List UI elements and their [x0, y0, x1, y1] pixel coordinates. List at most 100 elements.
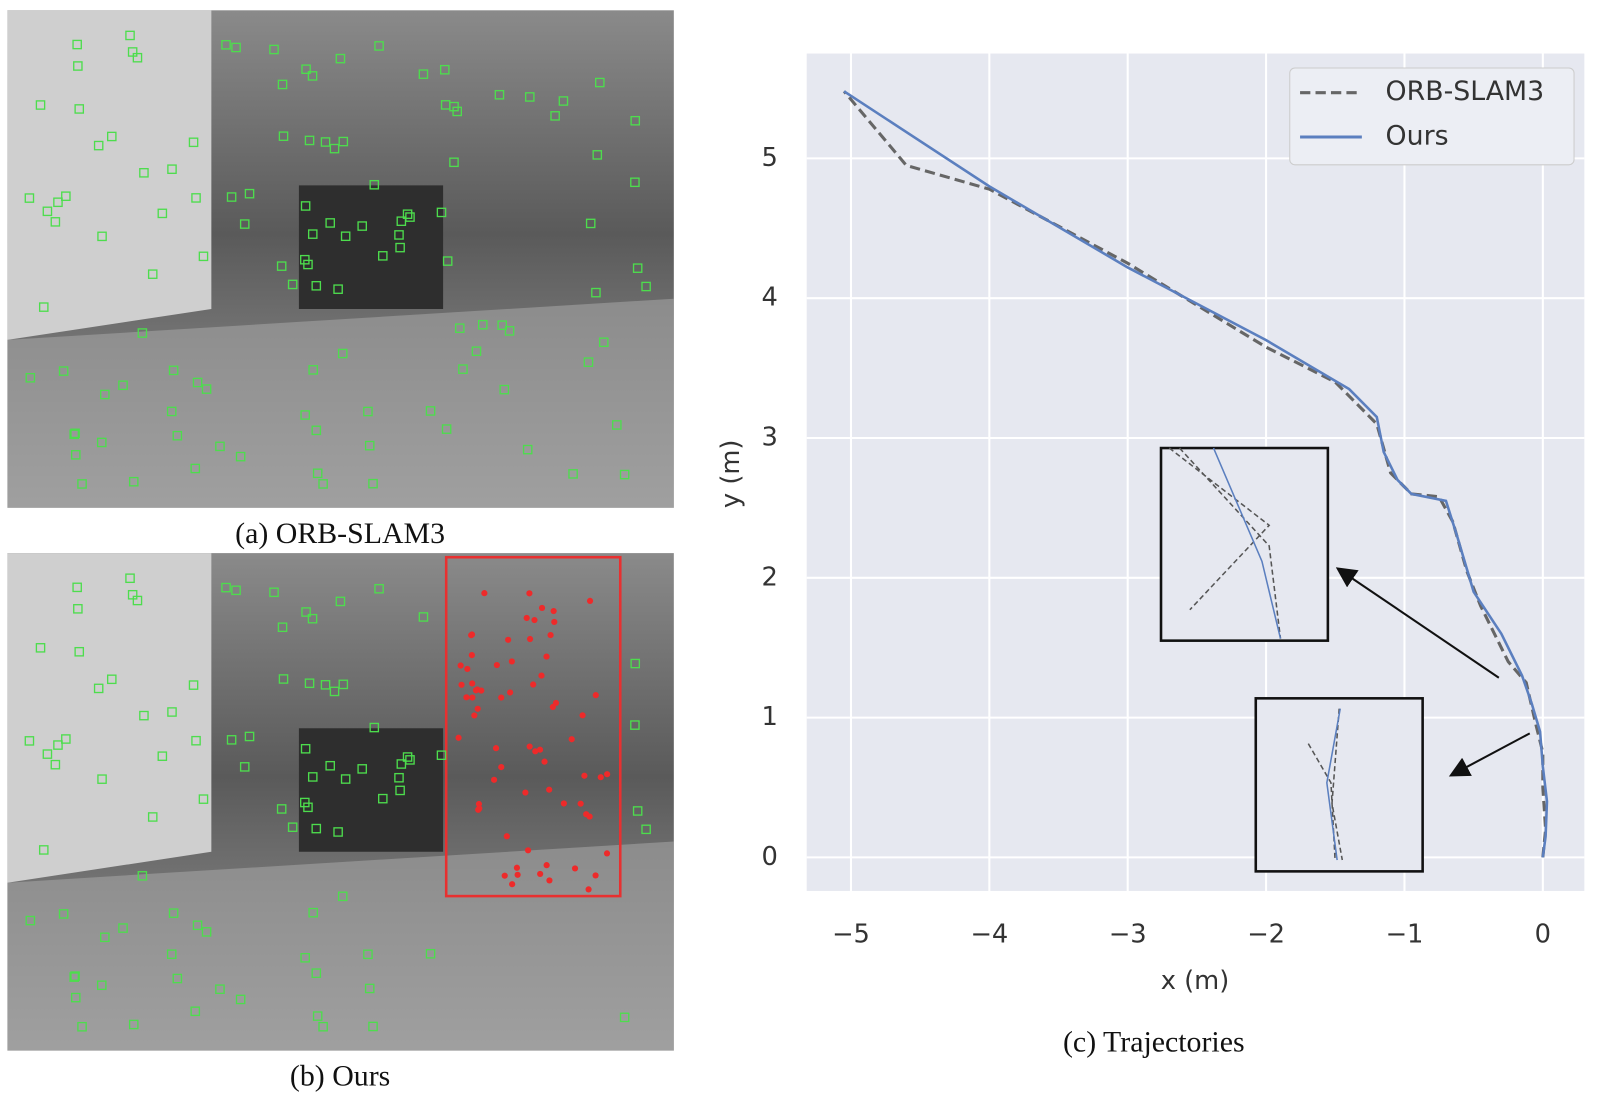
feature-point — [215, 441, 225, 452]
feature-point — [312, 468, 323, 479]
dynamic-point — [532, 748, 539, 755]
dynamic-point — [498, 694, 505, 701]
dynamic-point — [552, 699, 560, 707]
dynamic-point — [492, 745, 500, 752]
feature-point — [598, 337, 609, 348]
feature-point — [231, 42, 241, 53]
feature-point — [301, 64, 311, 75]
dynamic-box — [444, 555, 622, 898]
feature-point — [458, 364, 468, 374]
feature-point — [25, 915, 36, 926]
y-tick-label: 1 — [761, 702, 777, 732]
x-tick-label: −1 — [1385, 920, 1423, 950]
feature-point — [374, 583, 384, 594]
feature-point — [335, 596, 346, 607]
feature-point — [74, 646, 85, 657]
dynamic-point — [514, 871, 521, 878]
feature-point — [307, 613, 318, 624]
feature-point — [340, 774, 351, 784]
feature-point — [61, 734, 71, 744]
feature-point — [394, 772, 404, 783]
feature-point — [167, 164, 177, 174]
inset-2 — [1254, 697, 1531, 873]
inset-1 — [1159, 446, 1500, 679]
feature-point — [357, 764, 367, 774]
feature-point — [418, 612, 429, 622]
dynamic-point — [551, 618, 558, 626]
feature-point — [374, 41, 384, 51]
feature-point — [231, 585, 241, 596]
feature-point — [50, 759, 61, 770]
feature-point — [418, 69, 429, 79]
feature-point — [369, 179, 380, 190]
feature-point — [25, 372, 36, 383]
dynamic-point — [586, 597, 594, 604]
dynamic-point — [522, 789, 529, 796]
feature-point — [190, 1006, 201, 1017]
dynamic-point — [546, 877, 553, 884]
y-axis-label: y (m) — [716, 440, 746, 509]
feature-point — [303, 259, 313, 270]
feature-point — [35, 643, 46, 653]
feature-point — [378, 251, 388, 261]
feature-point — [50, 217, 61, 227]
feature-point — [300, 953, 310, 963]
x-tick-label: −2 — [1247, 920, 1285, 950]
feature-point — [524, 92, 535, 102]
feature-point — [558, 96, 569, 106]
feature-point — [630, 658, 641, 669]
dynamic-point — [550, 607, 557, 615]
feature-point — [226, 735, 237, 745]
feature-point — [100, 389, 110, 400]
dynamic-point — [604, 771, 611, 778]
feature-point — [168, 365, 179, 376]
feature-point — [340, 231, 351, 242]
feature-point — [436, 750, 447, 761]
feature-point — [395, 785, 405, 796]
feature-point — [61, 191, 71, 201]
feature-point — [157, 208, 168, 219]
feature-point — [93, 140, 104, 151]
dynamic-point — [531, 616, 538, 624]
feature-point — [568, 469, 578, 479]
feature-point — [53, 740, 63, 750]
feature-point — [221, 582, 231, 593]
feature-point — [318, 479, 328, 489]
feature-point — [311, 823, 322, 834]
feature-point — [338, 679, 349, 690]
feature-point — [494, 89, 505, 100]
dynamic-point — [523, 614, 530, 622]
image-orb-slam3 — [7, 10, 674, 508]
dynamic-point — [526, 743, 533, 750]
dynamic-point — [579, 712, 586, 719]
feature-point — [24, 193, 35, 203]
feature-point — [277, 79, 288, 90]
feature-point — [522, 444, 533, 455]
feature-point — [619, 469, 630, 480]
feature-point — [190, 463, 201, 474]
feature-point — [363, 406, 373, 417]
dynamic-point — [478, 687, 485, 694]
dynamic-point — [560, 800, 567, 807]
feature-point — [630, 115, 641, 126]
dynamic-point — [509, 881, 516, 888]
feature-point — [320, 137, 331, 147]
feature-point — [405, 212, 415, 222]
feature-point — [157, 751, 168, 761]
dynamic-point — [513, 864, 521, 871]
feature-point — [630, 177, 640, 188]
feature-point — [73, 61, 83, 71]
feature-point — [333, 827, 343, 837]
legend-label: Ours — [1386, 120, 1449, 151]
feature-point — [188, 137, 199, 148]
dynamic-point — [538, 672, 545, 679]
dynamic-point — [585, 886, 592, 893]
feature-point — [304, 678, 315, 689]
dynamic-point — [526, 590, 533, 597]
feature-point — [612, 420, 622, 430]
dynamic-point — [592, 872, 599, 879]
dynamic-point — [481, 590, 488, 597]
feature-point — [320, 680, 331, 690]
dynamic-point — [537, 870, 544, 878]
feature-point — [137, 871, 148, 881]
